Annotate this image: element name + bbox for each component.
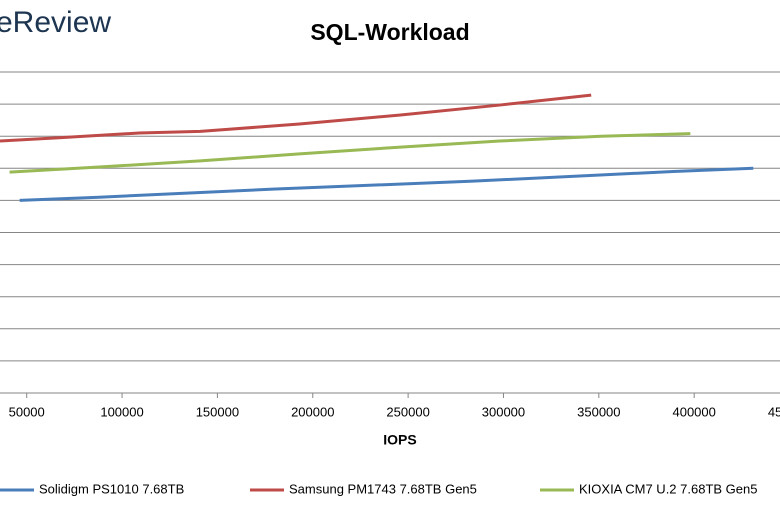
x-tick-label: 50000 bbox=[9, 404, 45, 419]
logo: eReview bbox=[0, 6, 111, 39]
legend-label: KIOXIA CM7 U.2 7.68TB Gen5 bbox=[579, 481, 757, 496]
legend-label: Solidigm PS1010 7.68TB bbox=[39, 481, 184, 496]
series-line bbox=[19, 166, 754, 202]
x-tick-label: 400000 bbox=[672, 404, 715, 419]
x-tick-label: 300000 bbox=[482, 404, 525, 419]
chart-title: SQL-Workload bbox=[310, 19, 469, 45]
legend-label: Samsung PM1743 7.68TB Gen5 bbox=[289, 481, 477, 496]
x-tick-label: 200000 bbox=[291, 404, 334, 419]
series-line bbox=[9, 132, 691, 174]
x-tick-label: 100000 bbox=[100, 404, 143, 419]
x-tick-label: 350000 bbox=[577, 404, 620, 419]
x-tick-label: 150000 bbox=[196, 404, 239, 419]
x-tick-label: 450000 bbox=[768, 404, 780, 419]
x-tick-label: 250000 bbox=[386, 404, 429, 419]
series-line bbox=[0, 93, 592, 143]
x-axis-label: IOPS bbox=[383, 432, 416, 448]
